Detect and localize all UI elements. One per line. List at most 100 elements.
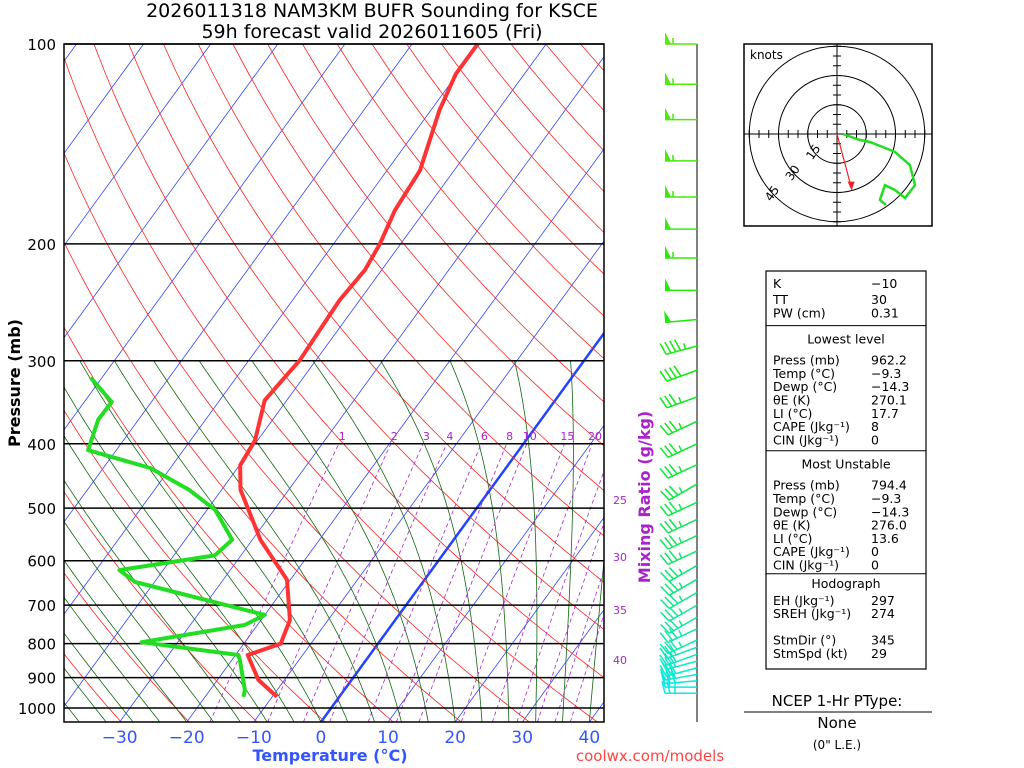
moist-adiabat	[64, 520, 214, 722]
barb-staff	[667, 420, 698, 436]
dewpoint-line	[86, 376, 267, 698]
barb-full	[659, 654, 668, 666]
x-tick-label: 20	[444, 728, 466, 748]
x-tick-label: −30	[102, 728, 138, 748]
barb-staff	[666, 369, 698, 382]
stat-label: StmSpd (kt)	[773, 646, 848, 661]
stat-value: 0	[871, 558, 879, 573]
moist-adiabat	[114, 360, 349, 722]
barb-full	[666, 681, 671, 694]
stat-value: 0	[871, 544, 879, 559]
isotherm	[319, 331, 604, 722]
barb-full	[664, 445, 674, 456]
stat-value: 962.2	[871, 353, 907, 368]
mixing-ratio-line	[554, 568, 604, 722]
wind-barb	[659, 442, 698, 458]
stat-value: 29	[871, 646, 887, 661]
stats-section-title: Lowest level	[807, 332, 884, 347]
dry-adiabat	[302, 44, 604, 403]
ptype-note: (0" L.E.)	[813, 738, 861, 752]
x-tick-label: 0	[316, 728, 327, 748]
isotherm	[186, 148, 604, 722]
credit-link[interactable]: coolwx.com/models	[576, 747, 724, 765]
isotherm	[64, 44, 480, 615]
wind-barb	[659, 420, 698, 436]
moist-adiabat	[449, 360, 510, 722]
y-tick-label: 500	[27, 500, 56, 518]
barb-staff	[668, 591, 698, 610]
barb-staff	[667, 639, 698, 655]
isotherm	[64, 44, 346, 431]
mixing-ratio-line	[516, 470, 604, 722]
mixing-ratio-tick: 4	[446, 430, 453, 443]
barb-full	[659, 447, 669, 458]
barb-staff	[665, 667, 698, 677]
chart-title-line2: 59h forecast valid 2026011605 (Fri)	[201, 21, 542, 43]
barb-half	[678, 582, 683, 589]
mixing-ratio-tick: 30	[613, 551, 627, 564]
barb-half	[678, 396, 682, 403]
barb-full	[660, 572, 670, 582]
barb-full	[664, 465, 674, 477]
ptype-title: NCEP 1-Hr PType:	[772, 692, 903, 710]
barb-full	[659, 343, 667, 355]
barb-full	[668, 463, 678, 475]
barb-flag	[665, 217, 671, 230]
wind-barb	[659, 550, 698, 566]
barb-half	[678, 620, 683, 627]
stat-value: 270.1	[871, 393, 907, 408]
stat-label: Dewp (°C)	[773, 379, 837, 394]
wind-barb	[659, 365, 698, 382]
moist-adiabat	[588, 554, 604, 722]
storm-motion-arrowhead	[847, 181, 855, 191]
barb-staff	[668, 604, 698, 622]
barb-full	[668, 639, 678, 650]
dry-adiabat	[93, 44, 604, 679]
stat-label: CAPE (Jkg⁻¹)	[773, 419, 850, 434]
storm-motion-arrow	[836, 133, 853, 189]
x-tick-label: 30	[511, 728, 533, 748]
barb-full	[664, 488, 675, 499]
barb-full	[669, 655, 677, 668]
dry-adiabat	[232, 44, 604, 491]
barb-full	[660, 611, 670, 622]
x-tick-label: 10	[377, 728, 399, 748]
barb-staff	[667, 443, 698, 458]
barb-full	[660, 623, 670, 634]
barb-full	[668, 594, 679, 605]
stat-value: −9.3	[871, 491, 901, 506]
barb-full	[664, 520, 674, 532]
barb-full	[664, 569, 675, 580]
mixing-ratio-line	[367, 443, 482, 722]
barb-full	[668, 501, 678, 513]
wind-barb	[659, 534, 698, 550]
mixing-ratio-line	[329, 443, 448, 722]
barb-full	[660, 490, 670, 501]
isotherm	[119, 56, 604, 722]
barb-half	[678, 537, 683, 544]
moist-adiabat	[153, 360, 375, 722]
barb-staff	[665, 680, 698, 685]
moist-adiabat	[64, 667, 107, 722]
barb-full	[668, 606, 679, 617]
dry-adiabat	[64, 653, 122, 722]
hodograph-trace	[842, 132, 917, 206]
barb-half	[678, 568, 683, 575]
wind-barb	[665, 107, 697, 121]
barb-staff	[665, 318, 698, 324]
barb-flag	[664, 310, 672, 323]
stat-value: 276.0	[871, 518, 907, 533]
x-axis-label: Temperature (°C)	[252, 746, 407, 765]
y-tick-label: 1000	[18, 700, 56, 718]
stat-value: −14.3	[871, 504, 909, 519]
mixing-ratio-tick: 2	[391, 430, 398, 443]
barb-staff	[666, 396, 698, 409]
barb-full	[664, 536, 674, 548]
stat-label: Temp (°C)	[772, 366, 835, 381]
moist-adiabat	[380, 360, 483, 722]
wind-barb	[665, 245, 697, 259]
barb-half	[678, 445, 683, 452]
stat-value: −14.3	[871, 379, 909, 394]
